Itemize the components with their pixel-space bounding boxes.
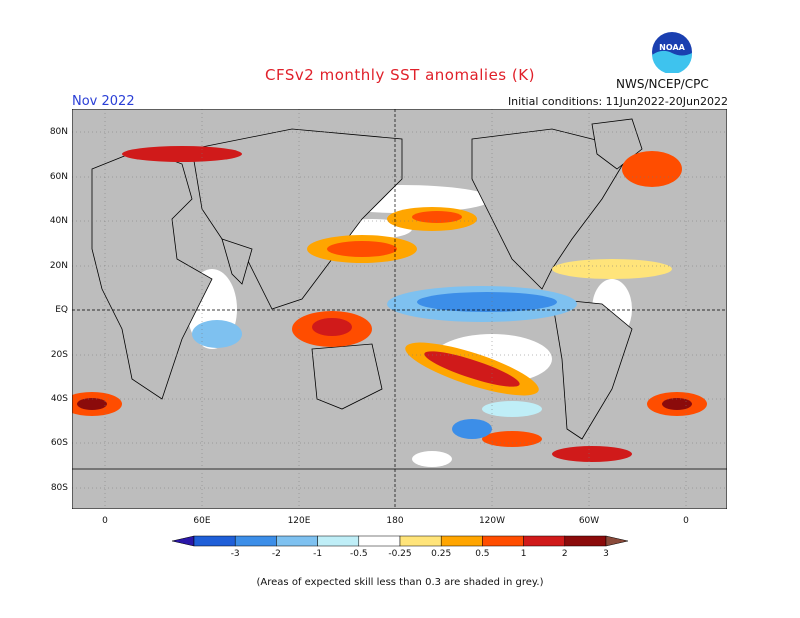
colorbar-swatch [399,535,442,547]
lat-label: 80N [49,127,68,137]
lon-label: 180 [386,516,404,526]
colorbar-label: 0.25 [431,549,452,559]
sst-anomaly-map [72,109,727,509]
initial-conditions: Initial conditions: 11Jun2022-20Jun2022 [507,95,728,108]
lat-label: 80S [50,483,68,493]
lat-label: EQ [55,305,68,315]
noaa-logo-icon: NOAA [652,32,693,73]
colorbar-label: 3 [603,549,609,559]
agency-label: NWS/NCEP/CPC [616,77,709,91]
lat-label: 60S [50,438,68,448]
colorbar-swatch [523,535,566,547]
colorbar-swatch [482,535,524,547]
lat-label: 40N [49,216,68,226]
colorbar-label: 2 [561,549,568,559]
colorbar-swatch [564,535,607,547]
colorbar-swatch [358,535,401,547]
colorbar-label: -0.5 [350,549,368,559]
colorbar-label: 1 [520,549,527,559]
continents [72,118,727,509]
colorbar-end-high [605,535,628,547]
colorbar-label: -2 [271,549,281,559]
colorbar-swatch [193,535,236,547]
lat-label: 20S [50,350,68,360]
cold-anomalies [192,286,577,439]
graticule [72,109,727,509]
equator-dateline [72,109,727,509]
colorbar-label: 0.5 [475,549,490,559]
lat-label: 60N [49,172,68,182]
lon-label: 120E [287,516,311,526]
lon-label: 120W [478,516,506,526]
colorbar-label: -3 [230,549,240,559]
colorbar-label: -1 [313,549,323,559]
colorbar-swatch [276,535,318,547]
forecast-month: Nov 2022 [72,94,135,109]
colorbar [172,535,628,547]
colorbar-end-low [172,535,195,547]
lat-label: 40S [50,394,68,404]
map-title: CFSv2 monthly SST anomalies (K) [265,66,535,84]
colorbar-swatch [440,535,483,547]
lon-label: 60W [578,516,600,526]
logo-text: NOAA [659,43,685,52]
skill-footnote: (Areas of expected skill less than 0.3 a… [256,577,544,588]
lon-label: 0 [683,516,689,526]
colorbar-label: -0.25 [388,549,412,559]
colorbar-swatch [317,535,360,547]
lat-label: 20N [49,261,68,271]
colorbar-swatch [234,535,277,547]
lon-label: 60E [193,516,211,526]
warm-anomalies [72,146,707,462]
lon-label: 0 [102,516,108,526]
